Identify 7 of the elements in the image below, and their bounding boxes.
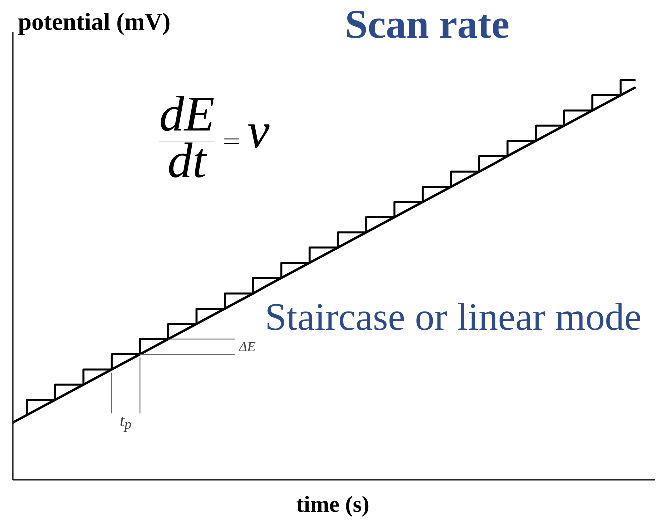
chart-title: Scan rate [347, 10, 509, 38]
annotation: t$_{p}$ [120, 416, 132, 432]
x-axis-title: time (s) [296, 496, 369, 517]
annotation: Staircase or linear mode [268, 303, 640, 330]
annotation: $\frac{dE}{dt} = v$ [159, 96, 270, 178]
annotation: ΔE [238, 342, 256, 352]
y-axis-title: potential (mV) [18, 13, 170, 36]
